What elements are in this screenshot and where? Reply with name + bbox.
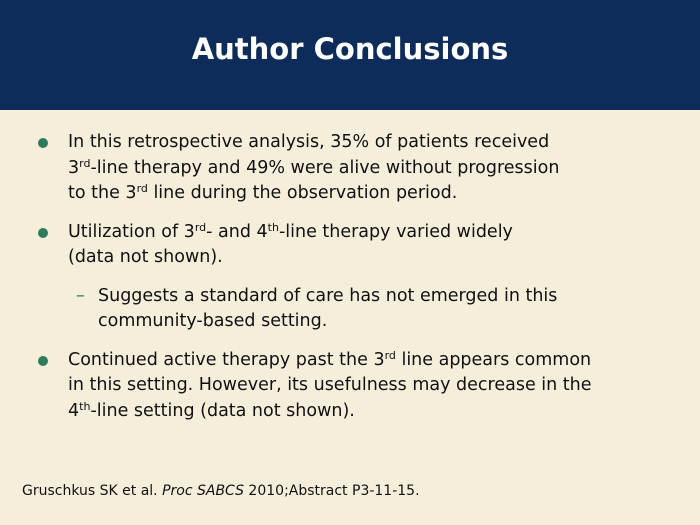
text-run: 2010;Abstract P3-11-15. bbox=[243, 483, 420, 499]
text-run: Utilization of 3 bbox=[68, 221, 195, 242]
text-run: Suggests a standard of care has not emer… bbox=[98, 285, 558, 306]
text-run: In this retrospective analysis, 35% of p… bbox=[68, 132, 550, 152]
text-run: Gruschkus SK et al. bbox=[22, 483, 163, 499]
text-run: in this setting. However, its usefulness… bbox=[68, 375, 592, 395]
superscript: rd bbox=[136, 182, 148, 195]
text-line: to the 3rd line during the observation p… bbox=[0, 181, 700, 207]
text-line: 3rd-line therapy and 49% were alive with… bbox=[0, 156, 700, 182]
bullet-item: Continued active therapy past the 3rd li… bbox=[0, 348, 700, 425]
bullet-list: In this retrospective analysis, 35% of p… bbox=[0, 130, 700, 437]
text-line: community-based setting. bbox=[0, 309, 700, 335]
text-run: Continued active therapy past the 3 bbox=[68, 349, 385, 370]
citation: Gruschkus SK et al. Proc SABCS 2010;Abst… bbox=[22, 483, 420, 499]
text-run: - and 4 bbox=[206, 221, 268, 242]
text-run: community-based setting. bbox=[98, 311, 328, 331]
text-line: in this setting. However, its usefulness… bbox=[0, 373, 700, 399]
bullet-item: In this retrospective analysis, 35% of p… bbox=[0, 130, 700, 207]
bullet-item: – Suggests a standard of care has not eme… bbox=[0, 284, 700, 335]
text-line: Suggests a standard of care has not emer… bbox=[0, 284, 700, 310]
bullet-item: Utilization of 3rd- and 4th-line therapy… bbox=[0, 220, 700, 271]
text-run: -line setting (data not shown). bbox=[90, 400, 355, 421]
superscript: rd bbox=[79, 156, 91, 170]
italic-text: Proc SABCS bbox=[162, 483, 244, 499]
sub-bullet-marker: – bbox=[76, 285, 85, 306]
slide-title: Author Conclusions bbox=[191, 32, 509, 66]
superscript: th bbox=[79, 399, 91, 413]
text-run: line appears common bbox=[395, 349, 592, 370]
text-run: line during the observation period. bbox=[147, 183, 458, 203]
bullet-dot bbox=[38, 355, 48, 366]
superscript: rd bbox=[384, 348, 396, 362]
text-run: 4 bbox=[68, 400, 80, 421]
text-line: Utilization of 3rd- and 4th-line therapy… bbox=[0, 220, 700, 246]
text-line: In this retrospective analysis, 35% of p… bbox=[0, 130, 700, 156]
text-line: 4th-line setting (data not shown). bbox=[0, 399, 700, 425]
bullet-dot bbox=[38, 138, 48, 148]
header-band: Author Conclusions bbox=[0, 0, 700, 110]
text-line: Continued active therapy past the 3rd li… bbox=[0, 348, 700, 374]
text-run: -line therapy varied widely bbox=[278, 221, 513, 242]
text-run: 3 bbox=[68, 157, 80, 178]
text-line: (data not shown). bbox=[0, 245, 700, 271]
bullet-dot bbox=[38, 227, 48, 238]
text-run: (data not shown). bbox=[68, 247, 223, 267]
superscript: th bbox=[267, 220, 279, 234]
text-run: -line therapy and 49% were alive without… bbox=[90, 157, 560, 178]
text-run: to the 3 bbox=[68, 183, 137, 203]
superscript: rd bbox=[194, 220, 207, 234]
